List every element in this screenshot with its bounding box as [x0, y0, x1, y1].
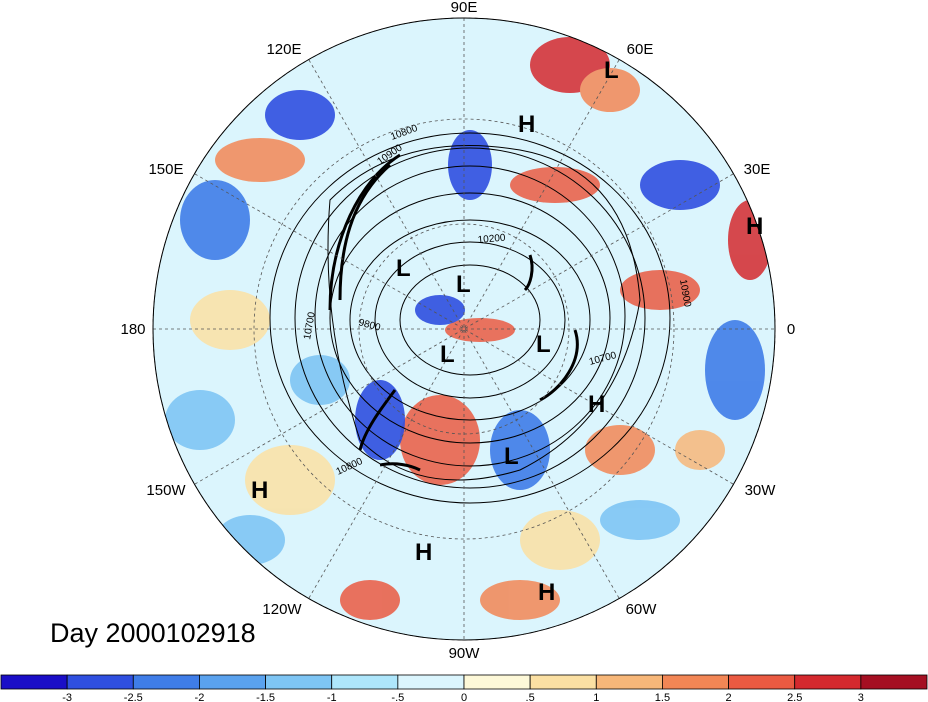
- high-pressure-marker: H: [518, 111, 535, 138]
- colorbar-box: [331, 674, 399, 690]
- negative-anomaly-patches: [165, 90, 765, 565]
- colorbar-box: [199, 674, 266, 690]
- polar-stereographic-map: 90E 60E 30E 0 30W 60W 90W 120W 150W 180 …: [120, 0, 795, 662]
- colorbar-boxes: [0, 674, 928, 690]
- low-pressure-marker: L: [536, 331, 551, 358]
- lon-label-180: 180: [120, 321, 145, 338]
- high-pressure-marker: H: [251, 477, 268, 504]
- low-pressure-marker: L: [504, 443, 519, 470]
- pressure-systems: H H H H H H H L L L L L L: [251, 57, 763, 606]
- anomaly-field: [153, 18, 775, 640]
- colorbar-box: [794, 674, 862, 690]
- colorbar-box: [132, 674, 200, 690]
- high-pressure-marker: H: [746, 213, 763, 240]
- colorbar-tick-label: -1: [327, 692, 337, 702]
- longitude-labels: 90E 60E 30E 0 30W 60W 90W 120W 150W 180 …: [120, 0, 795, 662]
- colorbar-box: [860, 674, 928, 690]
- colorbar-tick-label: -.5: [391, 692, 404, 702]
- colorbar-box: [66, 674, 134, 690]
- contour-label: 10900: [677, 279, 693, 309]
- height-contours: [269, 132, 671, 504]
- colorbar-tick-label: 2.5: [787, 692, 802, 702]
- map-title: Day 2000102918: [50, 618, 256, 648]
- low-pressure-marker: L: [456, 271, 471, 298]
- high-pressure-marker: H: [538, 579, 555, 606]
- colorbar-box: [529, 674, 597, 690]
- colorbar-tick-labels: -3 -2.5 -2 -1.5 -1 -.5 0 .5 1 1.5 2 2.5 3: [62, 692, 864, 702]
- high-pressure-marker: H: [415, 539, 432, 566]
- map-boundary: [152, 17, 776, 641]
- colorbar-box: [595, 674, 663, 690]
- lon-label-30w: 30W: [745, 482, 777, 499]
- lon-label-60e: 60E: [627, 41, 654, 58]
- lon-label-150w: 150W: [146, 482, 186, 499]
- contour-label: 10200: [477, 233, 506, 246]
- lon-label-90w: 90W: [449, 645, 481, 662]
- low-pressure-marker: L: [440, 341, 455, 368]
- colorbar-box: [728, 674, 796, 690]
- colorbar-tick-label: 0: [461, 692, 467, 702]
- colorbar-tick-label: -2.5: [124, 692, 143, 702]
- colorbar-box: [0, 674, 68, 690]
- colorbar-box: [662, 674, 729, 690]
- colorbar-tick-label: .5: [526, 692, 535, 702]
- contour-label: 10700: [302, 311, 318, 341]
- colorbar-box: [265, 674, 333, 690]
- colorbar-box: [463, 674, 531, 690]
- low-pressure-marker: L: [396, 255, 411, 282]
- lon-label-30e: 30E: [744, 161, 771, 178]
- low-pressure-marker: L: [604, 57, 619, 84]
- colorbar-tick-label: -1.5: [256, 692, 275, 702]
- high-pressure-marker: H: [588, 391, 605, 418]
- lon-label-120w: 120W: [262, 601, 302, 618]
- colorbar-tick-label: 1.5: [655, 692, 670, 702]
- colorbar: -3 -2.5 -2 -1.5 -1 -.5 0 .5 1 1.5 2 2.5 3: [0, 674, 928, 702]
- colorbar-box: [397, 674, 465, 690]
- colorbar-tick-label: -2: [195, 692, 205, 702]
- jet-contours: [328, 153, 579, 472]
- lon-label-90e: 90E: [451, 0, 478, 16]
- lon-label-120e: 120E: [266, 41, 301, 58]
- colorbar-tick-label: 3: [858, 692, 864, 702]
- colorbar-tick-label: -3: [62, 692, 72, 702]
- lon-label-60w: 60W: [626, 601, 658, 618]
- colorbar-tick-label: 2: [726, 692, 732, 702]
- colorbar-tick-label: 1: [593, 692, 599, 702]
- lon-label-0: 0: [787, 321, 795, 338]
- lon-label-150e: 150E: [148, 161, 183, 178]
